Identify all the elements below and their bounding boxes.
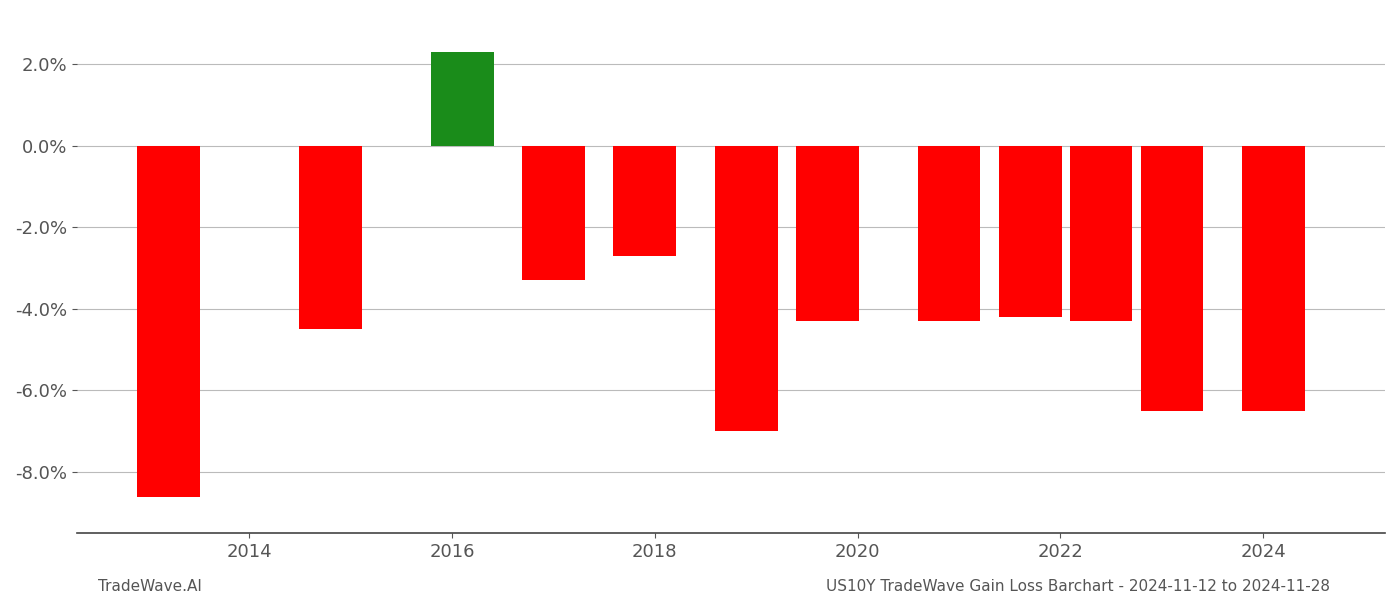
Bar [714, 146, 777, 431]
Bar [1141, 146, 1204, 411]
Bar [998, 146, 1061, 317]
Text: US10Y TradeWave Gain Loss Barchart - 2024-11-12 to 2024-11-28: US10Y TradeWave Gain Loss Barchart - 202… [826, 579, 1330, 594]
Bar [300, 146, 361, 329]
Bar [137, 146, 200, 497]
Bar [917, 146, 980, 321]
Bar [795, 146, 858, 321]
Text: TradeWave.AI: TradeWave.AI [98, 579, 202, 594]
Bar [1242, 146, 1305, 411]
Bar [522, 146, 585, 280]
Bar [613, 146, 676, 256]
Bar [431, 52, 494, 146]
Bar [1070, 146, 1133, 321]
